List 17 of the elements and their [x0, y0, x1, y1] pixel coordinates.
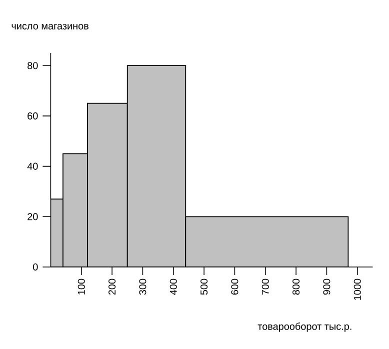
x-tick-label: 700	[262, 278, 269, 295]
x-tick-label: 200	[108, 278, 116, 295]
x-tick-label: 1000	[354, 278, 361, 300]
y-axis-title: число магазинов	[12, 24, 88, 30]
x-tick-label: 800	[292, 278, 300, 295]
x-tick-label: 500	[200, 278, 208, 295]
x-tick-label: 400	[170, 278, 177, 295]
x-axis-title: товарооборот тыс.р.	[258, 322, 352, 332]
x-tick-label: 100	[78, 278, 85, 294]
x-tick-label: 300	[139, 278, 146, 295]
x-tick-label: 600	[231, 278, 238, 295]
y-tick-label: 40	[27, 162, 38, 170]
x-tick-label: 900	[323, 278, 330, 295]
y-tick-label: 0	[33, 263, 38, 271]
y-tick-label: 80	[28, 62, 38, 70]
y-tick-label: 60	[28, 112, 38, 120]
y-tick-label: 20	[28, 213, 38, 220]
